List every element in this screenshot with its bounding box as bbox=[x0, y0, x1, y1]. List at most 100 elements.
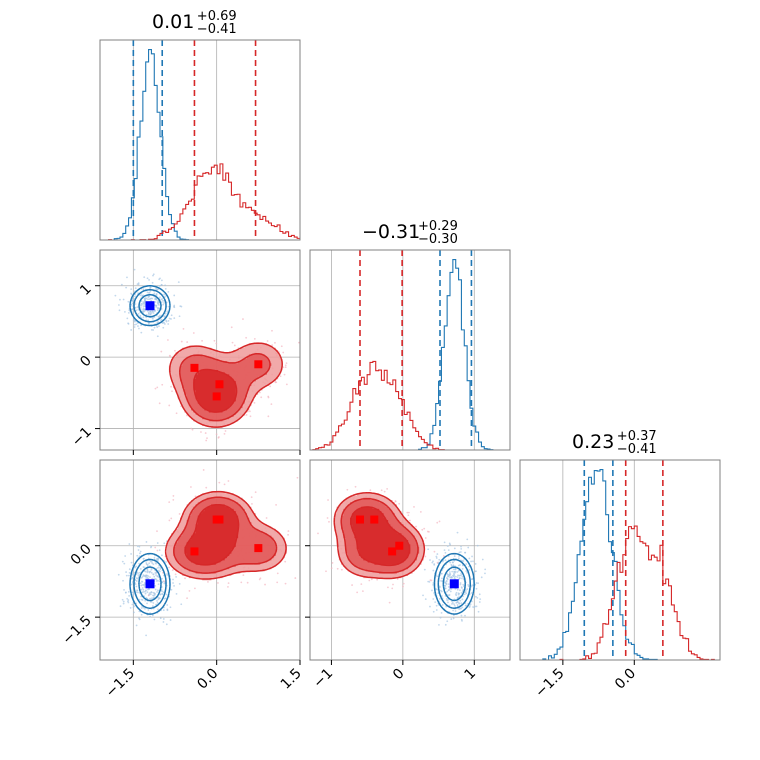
sample-point bbox=[137, 312, 140, 315]
sample-point bbox=[118, 304, 120, 306]
sample-point bbox=[162, 618, 165, 620]
sample-point bbox=[468, 568, 471, 571]
sample-point bbox=[168, 566, 170, 569]
sample-point bbox=[194, 587, 196, 590]
sample-point bbox=[387, 586, 389, 589]
sample-point bbox=[160, 350, 163, 353]
sample-point bbox=[447, 549, 450, 552]
sample-point bbox=[138, 545, 141, 548]
sample-point bbox=[144, 607, 146, 610]
sample-point bbox=[326, 517, 329, 519]
sample-point bbox=[466, 538, 469, 541]
blue-contour bbox=[442, 566, 466, 602]
sample-point bbox=[456, 531, 459, 534]
sample-point bbox=[475, 582, 478, 584]
sample-point bbox=[144, 575, 147, 578]
sample-point bbox=[130, 583, 133, 586]
sample-point bbox=[127, 300, 130, 303]
sample-point bbox=[124, 555, 127, 557]
panel-title-minus: −0.30 bbox=[418, 232, 458, 247]
sample-point bbox=[163, 580, 166, 583]
x-tick-label: 1.5 bbox=[278, 666, 305, 693]
sample-point bbox=[130, 288, 133, 291]
sample-point bbox=[460, 574, 463, 576]
sample-point bbox=[140, 331, 143, 334]
sample-point bbox=[143, 584, 146, 587]
red-square-marker bbox=[212, 392, 221, 401]
sample-point bbox=[169, 619, 172, 621]
sample-point bbox=[155, 580, 158, 582]
sample-point bbox=[175, 412, 178, 415]
sample-point bbox=[135, 309, 138, 312]
sample-point bbox=[154, 298, 157, 300]
sample-point bbox=[150, 560, 153, 563]
sample-point bbox=[294, 577, 297, 579]
sample-point bbox=[180, 305, 183, 308]
sample-point bbox=[447, 583, 450, 586]
red-square-marker bbox=[395, 541, 404, 550]
sample-point bbox=[361, 590, 364, 593]
sample-point bbox=[438, 520, 441, 523]
sample-point bbox=[146, 591, 149, 594]
sample-point bbox=[158, 278, 161, 281]
sample-point bbox=[432, 583, 434, 586]
sample-point bbox=[170, 588, 173, 591]
red-histogram bbox=[310, 360, 510, 450]
sample-point bbox=[467, 546, 470, 549]
sample-point bbox=[422, 594, 424, 597]
sample-point bbox=[156, 530, 158, 533]
sample-point bbox=[135, 323, 138, 326]
sample-point bbox=[453, 604, 456, 607]
sample-point bbox=[135, 591, 138, 594]
sample-point bbox=[441, 577, 443, 580]
sample-point bbox=[406, 511, 409, 514]
sample-point bbox=[126, 600, 129, 603]
sample-point bbox=[443, 541, 446, 544]
sample-point bbox=[227, 480, 230, 482]
sample-point bbox=[138, 327, 140, 330]
sample-point bbox=[148, 279, 150, 281]
sample-point bbox=[449, 590, 452, 593]
sample-point bbox=[432, 598, 435, 600]
sample-point bbox=[284, 560, 287, 563]
sample-point bbox=[431, 589, 433, 592]
sample-point bbox=[163, 542, 166, 545]
red-square-marker bbox=[190, 547, 199, 556]
sample-point bbox=[285, 362, 288, 365]
sample-point bbox=[140, 613, 143, 616]
sample-point bbox=[137, 325, 139, 327]
sample-point bbox=[217, 582, 219, 584]
sample-point bbox=[132, 591, 134, 594]
sample-point bbox=[454, 610, 457, 612]
sample-point bbox=[138, 571, 141, 574]
sample-point bbox=[169, 606, 172, 609]
sample-point bbox=[125, 286, 128, 289]
sample-point bbox=[458, 602, 461, 605]
sample-point bbox=[455, 591, 458, 594]
sample-point bbox=[137, 308, 140, 311]
sample-point bbox=[474, 563, 477, 565]
sample-point bbox=[472, 606, 474, 608]
sample-point bbox=[156, 288, 159, 290]
sample-point bbox=[356, 591, 359, 594]
sample-point bbox=[251, 502, 253, 505]
blue-contour bbox=[133, 288, 167, 323]
sample-point bbox=[139, 552, 141, 555]
sample-point bbox=[459, 607, 462, 610]
sample-point bbox=[267, 395, 270, 398]
sample-point bbox=[249, 415, 252, 418]
sample-point bbox=[145, 634, 147, 637]
red-square-marker bbox=[215, 515, 224, 524]
sample-point bbox=[275, 381, 278, 384]
sample-point bbox=[192, 332, 195, 334]
sample-point bbox=[287, 533, 289, 536]
sample-point bbox=[413, 506, 415, 508]
sample-point bbox=[200, 431, 202, 433]
panel-title-plus: +0.37 bbox=[617, 429, 657, 444]
sample-point bbox=[444, 559, 447, 562]
sample-point bbox=[159, 617, 162, 620]
sample-point bbox=[424, 537, 427, 539]
sample-point bbox=[471, 555, 473, 558]
sample-point bbox=[296, 476, 299, 479]
red-square-marker bbox=[254, 544, 263, 553]
